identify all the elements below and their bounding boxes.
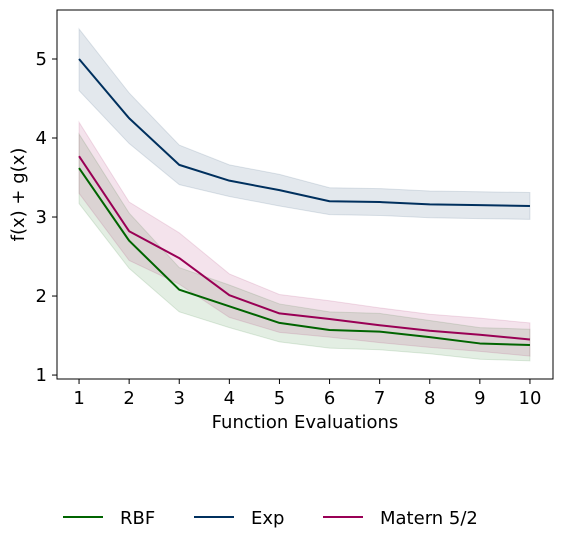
x-tick-label: 6 xyxy=(324,388,335,409)
plot-area-frame xyxy=(56,9,554,380)
y-axis-ticks: 1 2 3 4 5 xyxy=(36,49,57,386)
x-axis-label: Function Evaluations xyxy=(212,412,399,433)
x-tick-label: 9 xyxy=(474,388,485,409)
x-tick-label: 1 xyxy=(73,388,84,409)
x-tick-label: 3 xyxy=(174,388,185,409)
x-tick-label: 5 xyxy=(274,388,285,409)
y-axis-label: f(x) + g(x) xyxy=(8,148,29,242)
x-tick-label: 4 xyxy=(224,388,235,409)
series-lines xyxy=(78,58,531,347)
x-tick-label: 8 xyxy=(424,388,435,409)
legend-label-matern-5-2: Matern 5/2 xyxy=(380,508,478,529)
legend-label-exp: Exp xyxy=(251,508,284,529)
y-tick-label: 2 xyxy=(36,286,47,307)
y-tick-label: 3 xyxy=(36,207,47,228)
legend-label-rbf: RBF xyxy=(120,508,155,529)
y-tick-label: 1 xyxy=(36,365,47,386)
legend: RBF Exp Matern 5/2 xyxy=(63,508,478,529)
series-line-rbf xyxy=(78,167,530,347)
band-rbf xyxy=(78,132,531,362)
x-tick-label: 7 xyxy=(374,388,385,409)
series-line-exp xyxy=(78,58,530,207)
series-line-matern-5-2 xyxy=(78,155,531,341)
x-tick-label: 10 xyxy=(519,388,542,409)
y-tick-label: 5 xyxy=(36,49,47,70)
x-axis-ticks: 1 2 3 4 5 6 7 8 9 10 xyxy=(73,379,541,409)
x-tick-label: 2 xyxy=(123,388,134,409)
y-tick-label: 4 xyxy=(36,128,47,149)
band-exp xyxy=(78,27,531,220)
